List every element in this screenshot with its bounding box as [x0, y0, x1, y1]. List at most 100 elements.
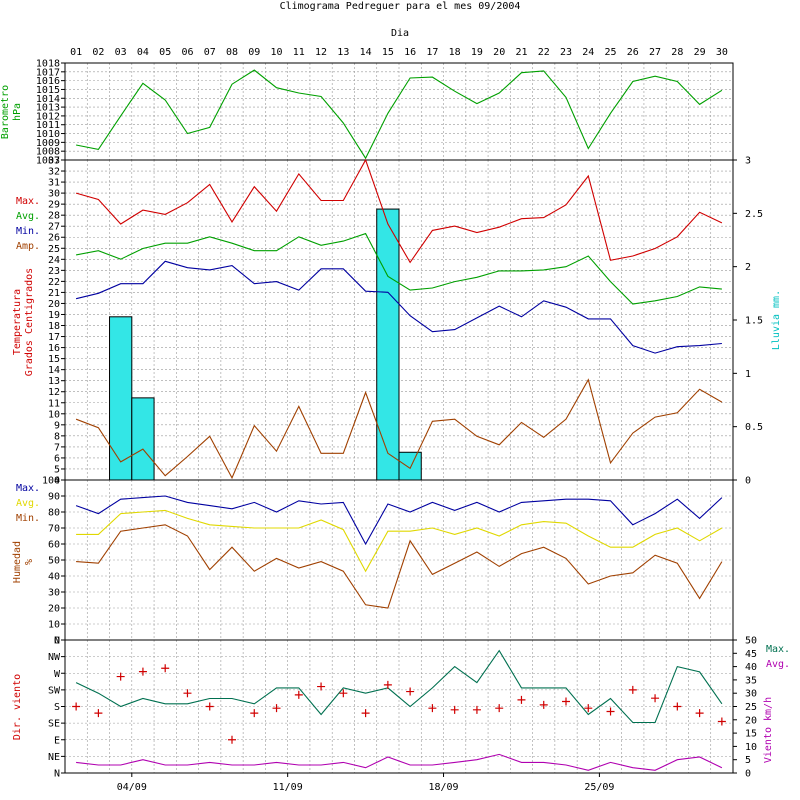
- day-label: 26: [627, 47, 639, 58]
- day-axis-labels: 01 02 03 04 05 06 07 08 09 10 11 12 13 14 15 16 17 18 19 20…: [70, 47, 728, 58]
- y2-tick-label: 35: [745, 675, 757, 686]
- humidity-tick-label: 50: [48, 556, 60, 567]
- wind-direction-point: [94, 709, 103, 718]
- temperature-tick-label: 5: [54, 464, 60, 475]
- y2-tick-label: 45: [745, 649, 757, 660]
- barometer-tick-label: 1009: [36, 138, 60, 149]
- wind-direction-point: [250, 709, 259, 718]
- wind-direction-point: [317, 682, 326, 691]
- wind-direction-tick-label: NW: [48, 652, 61, 663]
- day-label: 29: [694, 47, 706, 58]
- y2-tick-label: 20: [745, 715, 757, 726]
- wind-direction-tick-label: E: [54, 735, 60, 746]
- week-axis-labels: 04/09 11/09 18/09 25/09: [117, 773, 614, 793]
- rain-bar: [109, 316, 133, 481]
- wind-panel: NNEESESSWWNWN05101520253035404550Max.Avg…: [12, 636, 790, 780]
- wind-direction-point: [695, 709, 704, 718]
- barometer-axis-label: Barometro: [0, 85, 11, 139]
- temperature-tick-label: 27: [48, 222, 60, 233]
- y2-tick-label: 0: [745, 476, 751, 487]
- temperature-tick-label: 30: [48, 189, 60, 200]
- humidity-tick-label: 60: [48, 540, 60, 551]
- day-axis-header: Dia: [391, 28, 409, 39]
- barometer-tick-label: 1015: [36, 85, 60, 96]
- wind-direction-axis-label: Dir. viento: [12, 674, 23, 740]
- day-label: 23: [560, 47, 572, 58]
- wind-direction-point: [472, 705, 481, 714]
- y2-tick-label: 1.5: [745, 316, 763, 327]
- wind-direction-point: [651, 694, 660, 703]
- wind-legend-item: Max.: [766, 644, 790, 655]
- temperature-tick-label: 20: [48, 299, 60, 310]
- barometer-tick-label: 1018: [36, 59, 60, 70]
- wind-direction-point: [161, 664, 170, 673]
- wind-direction-tick-label: N: [54, 769, 60, 780]
- temperature-tick-label: 29: [48, 200, 60, 211]
- barometer-tick-label: 1016: [36, 76, 60, 87]
- day-label: 18: [449, 47, 461, 58]
- rain-axis-label: Lluvia mm.: [771, 290, 782, 350]
- wind-direction-tick-label: SW: [48, 685, 61, 696]
- day-label: 04: [137, 47, 149, 58]
- day-label: 22: [538, 47, 550, 58]
- barometer-axis-unit: hPa: [12, 103, 23, 121]
- week-label: 25/09: [584, 782, 614, 793]
- humidity-tick-label: 80: [48, 508, 60, 519]
- week-label: 04/09: [117, 782, 147, 793]
- day-label: 25: [605, 47, 617, 58]
- temperature-tick-label: 33: [48, 156, 60, 167]
- wind-speed-axis-label: Viento km/h: [763, 697, 774, 763]
- day-label: 01: [70, 47, 82, 58]
- day-label: 05: [159, 47, 171, 58]
- wind-direction-point: [539, 700, 548, 709]
- temperature-amp-line: [75, 378, 723, 480]
- barometer-tick-label: 1010: [36, 129, 60, 140]
- wind-direction-point: [72, 702, 81, 711]
- temperature-tick-label: 18: [48, 321, 60, 332]
- barometer-tick-label: 1008: [36, 147, 60, 158]
- humidity-axis-label: Humedad: [12, 541, 23, 583]
- wind-direction-tick-label: NE: [48, 752, 60, 763]
- week-label: 18/09: [428, 782, 458, 793]
- temperature-tick-label: 21: [48, 288, 60, 299]
- wind-direction-point: [228, 735, 236, 744]
- rain-bar: [376, 208, 400, 481]
- temperature-legend-item: Max.: [16, 196, 40, 207]
- day-label: 09: [248, 47, 260, 58]
- temperature-tick-label: 23: [48, 266, 60, 277]
- day-label: 28: [671, 47, 683, 58]
- day-label: 17: [426, 47, 438, 58]
- temperature-tick-label: 25: [48, 244, 60, 255]
- temperature-tick-label: 8: [54, 431, 60, 442]
- temperature-tick-label: 6: [54, 453, 60, 464]
- humidity-tick-label: 20: [48, 604, 60, 615]
- humidity-tick-label: 10: [48, 620, 60, 631]
- temperature-tick-label: 24: [48, 255, 60, 266]
- temperature-tick-label: 12: [48, 387, 60, 398]
- barometer-tick-label: 1007: [36, 156, 60, 167]
- y2-tick-label: 15: [745, 729, 757, 740]
- y2-tick-label: 30: [745, 689, 757, 700]
- temperature-tick-label: 28: [48, 211, 60, 222]
- day-label: 14: [360, 47, 372, 58]
- humidity-tick-label: 0: [54, 636, 60, 647]
- humidity-legend-item: Max.: [16, 483, 40, 494]
- barometer-line: [75, 69, 723, 160]
- day-label: 27: [649, 47, 661, 58]
- wind-direction-point: [339, 689, 348, 698]
- day-label: 08: [226, 47, 238, 58]
- temperature-tick-label: 7: [54, 442, 60, 453]
- day-label: 12: [315, 47, 327, 58]
- y2-tick-label: 2.5: [745, 209, 763, 220]
- y2-tick-label: 40: [745, 662, 757, 673]
- day-label: 11: [293, 47, 305, 58]
- day-label: 03: [115, 47, 127, 58]
- rain-bar: [398, 451, 422, 481]
- wind-direction-point: [205, 702, 214, 711]
- temperature-tick-label: 14: [48, 365, 60, 376]
- day-label: 07: [204, 47, 216, 58]
- temperature-tick-label: 31: [48, 178, 60, 189]
- temperature-tick-label: 19: [48, 310, 60, 321]
- day-label: 15: [382, 47, 394, 58]
